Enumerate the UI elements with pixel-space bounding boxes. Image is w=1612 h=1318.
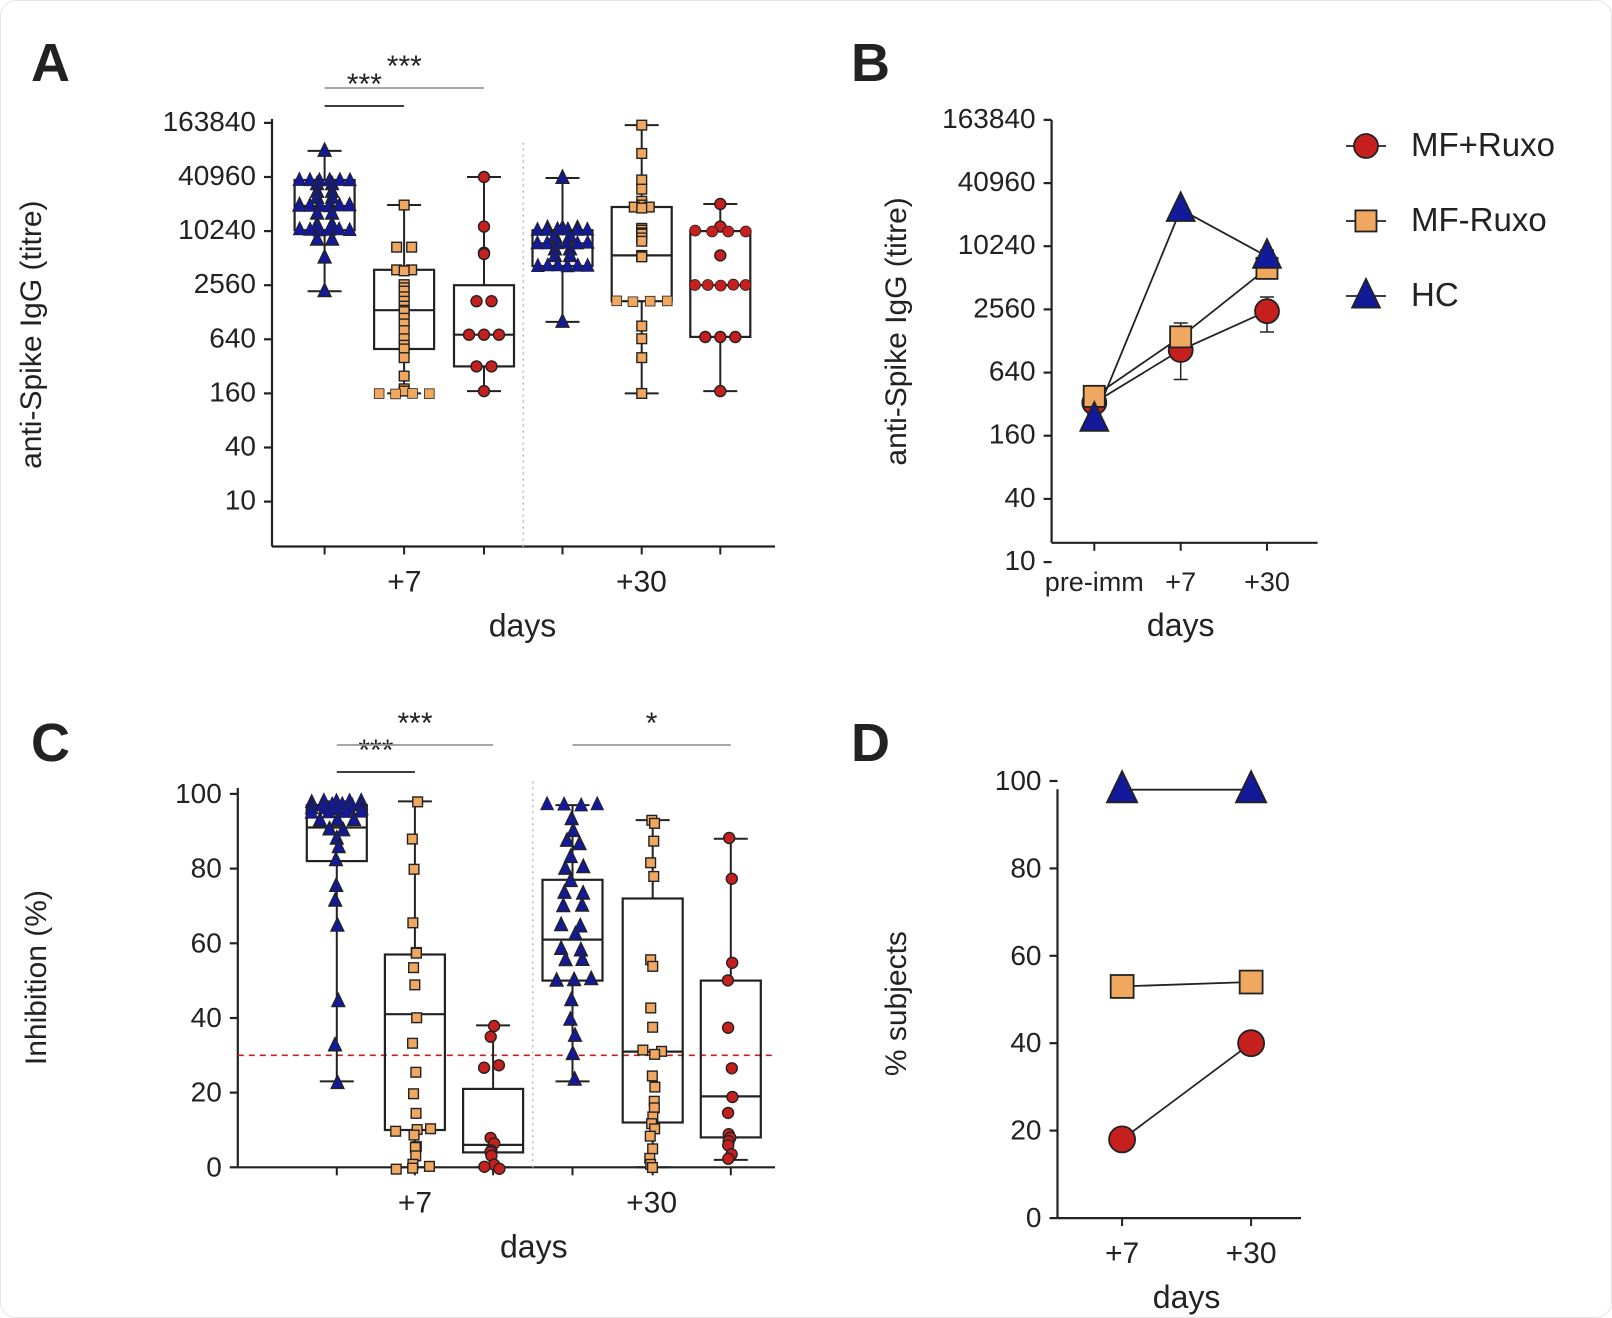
svg-text:anti-Spike IgG (titre): anti-Spike IgG (titre) [880, 197, 913, 465]
svg-text:160: 160 [989, 419, 1036, 450]
svg-text:80: 80 [191, 853, 222, 884]
svg-text:20: 20 [191, 1077, 222, 1108]
svg-text:60: 60 [1010, 940, 1041, 971]
svg-text:***: *** [387, 50, 422, 83]
svg-text:B: B [851, 33, 890, 93]
svg-text:***: *** [358, 734, 393, 767]
svg-text:80: 80 [1010, 852, 1041, 883]
svg-text:***: *** [347, 68, 382, 101]
svg-text:+7: +7 [387, 566, 421, 599]
svg-text:+7: +7 [1165, 567, 1196, 597]
svg-text:40: 40 [1004, 482, 1035, 513]
svg-text:C: C [31, 713, 70, 773]
svg-text:days: days [1153, 1279, 1221, 1315]
svg-text:40: 40 [191, 1002, 222, 1033]
svg-text:640: 640 [209, 322, 256, 353]
svg-text:D: D [851, 713, 890, 773]
svg-text:+30: +30 [1226, 1237, 1277, 1270]
svg-text:MF+Ruxo: MF+Ruxo [1411, 126, 1555, 163]
svg-text:HC: HC [1411, 276, 1459, 313]
svg-text:***: *** [397, 707, 432, 740]
svg-text:40: 40 [225, 431, 256, 462]
svg-text:days: days [1147, 607, 1215, 643]
svg-text:40960: 40960 [958, 166, 1036, 197]
svg-text:days: days [500, 1228, 568, 1264]
svg-text:2560: 2560 [973, 292, 1035, 323]
svg-text:days: days [489, 608, 557, 644]
svg-text:+30: +30 [616, 566, 667, 599]
svg-text:0: 0 [1026, 1202, 1042, 1233]
svg-text:+30: +30 [626, 1186, 677, 1219]
svg-text:163840: 163840 [163, 106, 256, 137]
svg-text:10240: 10240 [178, 214, 256, 245]
svg-text:160: 160 [209, 376, 256, 407]
svg-text:100: 100 [995, 765, 1042, 796]
svg-text:163840: 163840 [942, 103, 1035, 134]
svg-text:2560: 2560 [194, 268, 256, 299]
svg-text:640: 640 [989, 356, 1036, 387]
svg-text:100: 100 [175, 778, 222, 809]
svg-text:% subjects: % subjects [880, 931, 913, 1076]
svg-text:Inhibition (%): Inhibition (%) [20, 890, 53, 1065]
svg-text:A: A [31, 33, 70, 93]
svg-text:*: * [646, 707, 658, 740]
svg-text:20: 20 [1010, 1115, 1041, 1146]
svg-text:0: 0 [206, 1151, 222, 1182]
svg-text:10: 10 [1004, 545, 1035, 576]
svg-text:+30: +30 [1244, 567, 1290, 597]
svg-text:40960: 40960 [178, 160, 256, 191]
svg-text:pre-imm: pre-imm [1045, 567, 1144, 597]
svg-text:MF-Ruxo: MF-Ruxo [1411, 201, 1547, 238]
svg-text:+7: +7 [398, 1186, 432, 1219]
svg-text:+7: +7 [1105, 1237, 1139, 1270]
svg-text:40: 40 [1010, 1027, 1041, 1058]
svg-text:60: 60 [191, 927, 222, 958]
svg-text:10: 10 [225, 485, 256, 516]
svg-text:10240: 10240 [958, 229, 1036, 260]
svg-text:anti-Spike IgG (titre): anti-Spike IgG (titre) [15, 200, 48, 468]
